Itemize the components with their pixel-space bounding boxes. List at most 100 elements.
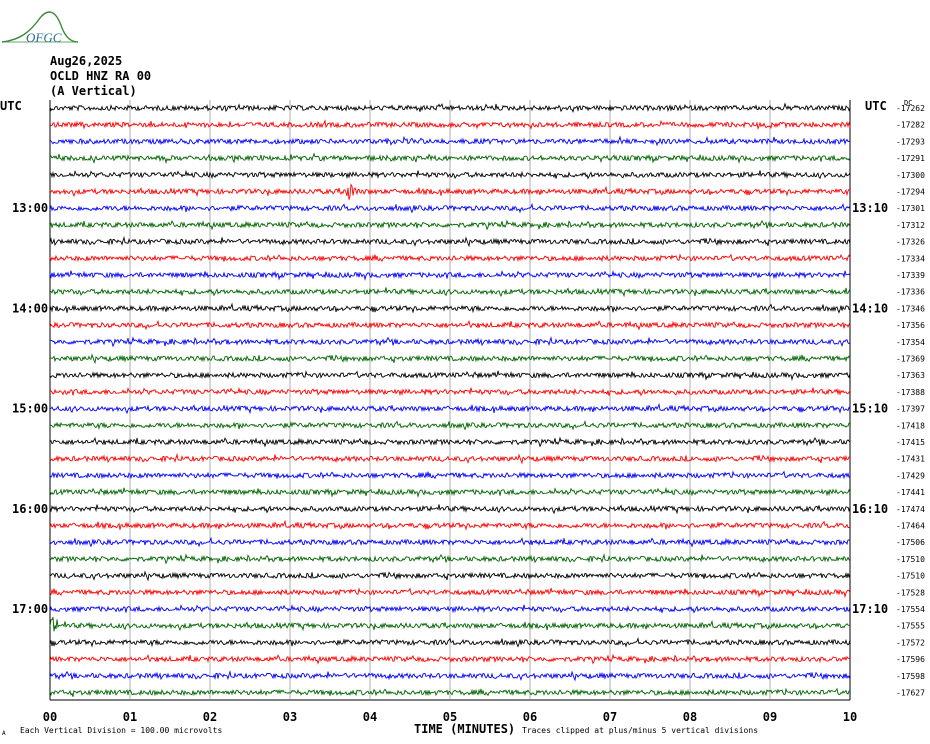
trace-offset-label: -17301	[896, 204, 925, 213]
trace-line-29	[49, 570, 851, 582]
right-time-label: 14:10	[852, 301, 888, 315]
trace-line-6	[49, 183, 851, 200]
trace-line-12	[49, 287, 851, 298]
trace-offset-label: -17336	[896, 288, 925, 297]
right-time-label: 13:10	[852, 201, 888, 215]
trace-offset-label: -17397	[896, 405, 925, 414]
footer-scale-note: Each Vertical Division = 100.00 microvol…	[20, 726, 222, 735]
recording-date: Aug26,2025	[50, 54, 123, 68]
trace-line-2	[49, 119, 851, 130]
trace-line-30	[49, 587, 851, 599]
trace-offset-label: -17282	[896, 121, 925, 130]
trace-line-20	[49, 419, 851, 431]
x-tick-label: 00	[43, 710, 57, 724]
chart-grid	[49, 100, 851, 701]
trace-line-11	[49, 269, 851, 281]
trace-line-28	[49, 553, 851, 565]
right-time-label: 17:10	[852, 602, 888, 616]
trace-line-1	[49, 102, 851, 114]
trace-line-19	[49, 402, 851, 415]
x-tick-label: 10	[843, 710, 857, 724]
x-tick-label: 05	[443, 710, 457, 724]
trace-offset-label: -17572	[896, 638, 925, 647]
dc-header-label: DC	[904, 99, 912, 107]
trace-offset-label: -17554	[896, 605, 925, 614]
right-utc-label: UTC	[865, 99, 887, 113]
trace-offset-label: -17441	[896, 488, 925, 497]
trace-line-24	[49, 487, 851, 498]
trace-line-35	[49, 670, 851, 682]
trace-line-4	[49, 152, 851, 165]
trace-line-9	[49, 235, 851, 248]
x-tick-label: 02	[203, 710, 217, 724]
trace-offset-label: -17294	[896, 188, 925, 197]
trace-offset-label: -17510	[896, 572, 925, 581]
footer-mark: A	[2, 730, 6, 737]
trace-line-22	[49, 452, 851, 465]
trace-offset-label: -17627	[896, 689, 925, 698]
x-tick-label: 04	[363, 710, 377, 724]
trace-offset-label: -17346	[896, 304, 925, 313]
x-tick-label: 01	[123, 710, 137, 724]
chart-labels: -17262 -17282 -17293 -17291 -17300 -17294 -173…	[0, 99, 925, 737]
trace-offset-label: -17506	[896, 538, 925, 547]
x-tick-label: 06	[523, 710, 537, 724]
right-time-label: 16:10	[852, 502, 888, 516]
x-tick-label: 08	[683, 710, 697, 724]
x-tick-label: 09	[763, 710, 777, 724]
component-label: (A Vertical)	[50, 84, 137, 98]
x-tick-label: 07	[603, 710, 617, 724]
trace-line-14	[49, 319, 851, 331]
trace-line-8	[49, 219, 851, 231]
trace-line-10	[49, 253, 851, 263]
x-axis-title: TIME (MINUTES)	[414, 722, 515, 736]
trace-line-26	[49, 519, 851, 531]
trace-offset-label: -17291	[896, 154, 925, 163]
trace-line-25	[49, 504, 851, 515]
trace-offset-label: -17262	[896, 104, 925, 113]
left-time-label: 13:00	[12, 201, 48, 215]
left-utc-label: UTC	[0, 99, 22, 113]
trace-offset-label: -17369	[896, 355, 925, 364]
trace-offset-label: -17354	[896, 338, 925, 347]
trace-offset-label: -17339	[896, 271, 925, 280]
trace-offset-label: -17510	[896, 555, 925, 564]
trace-offset-label: -17334	[896, 254, 925, 263]
trace-offset-label: -17596	[896, 655, 925, 664]
trace-line-13	[49, 302, 851, 314]
trace-line-27	[49, 536, 851, 548]
trace-offset-label: -17293	[896, 137, 925, 146]
logo-mountain-curve	[1, 11, 79, 43]
left-time-label: 16:00	[12, 502, 48, 516]
left-time-label: 15:00	[12, 402, 48, 416]
trace-line-23	[49, 470, 851, 480]
left-time-label: 17:00	[12, 602, 48, 616]
right-time-label: 15:10	[852, 402, 888, 416]
trace-offset-label: -17555	[896, 622, 925, 631]
trace-offset-label: -17326	[896, 238, 925, 247]
trace-line-3	[49, 135, 851, 147]
trace-offset-label: -17528	[896, 588, 925, 597]
seismic-traces	[49, 102, 851, 697]
left-time-label: 14:00	[12, 301, 48, 315]
footer-clip-note: Traces clipped at plus/minus 5 vertical …	[522, 726, 758, 735]
trace-line-7	[49, 202, 851, 214]
trace-line-18	[49, 386, 851, 397]
trace-offset-label: -17598	[896, 672, 925, 681]
x-tick-label: 03	[283, 710, 297, 724]
trace-offset-label: -17312	[896, 221, 925, 230]
trace-offset-label: -17431	[896, 455, 925, 464]
trace-line-31	[49, 603, 851, 614]
trace-line-15	[49, 336, 851, 348]
trace-line-36	[49, 687, 850, 697]
trace-line-16	[49, 353, 851, 365]
ofgc-logo: OFGC	[1, 11, 79, 45]
trace-line-17	[49, 370, 851, 382]
trace-offset-label: -17300	[896, 171, 925, 180]
trace-line-32	[49, 617, 851, 632]
station-code: OCLD HNZ RA 00	[50, 69, 152, 83]
trace-offset-label: -17429	[896, 471, 925, 480]
logo-text: OFGC	[26, 30, 62, 45]
trace-offset-label: -17388	[896, 388, 925, 397]
